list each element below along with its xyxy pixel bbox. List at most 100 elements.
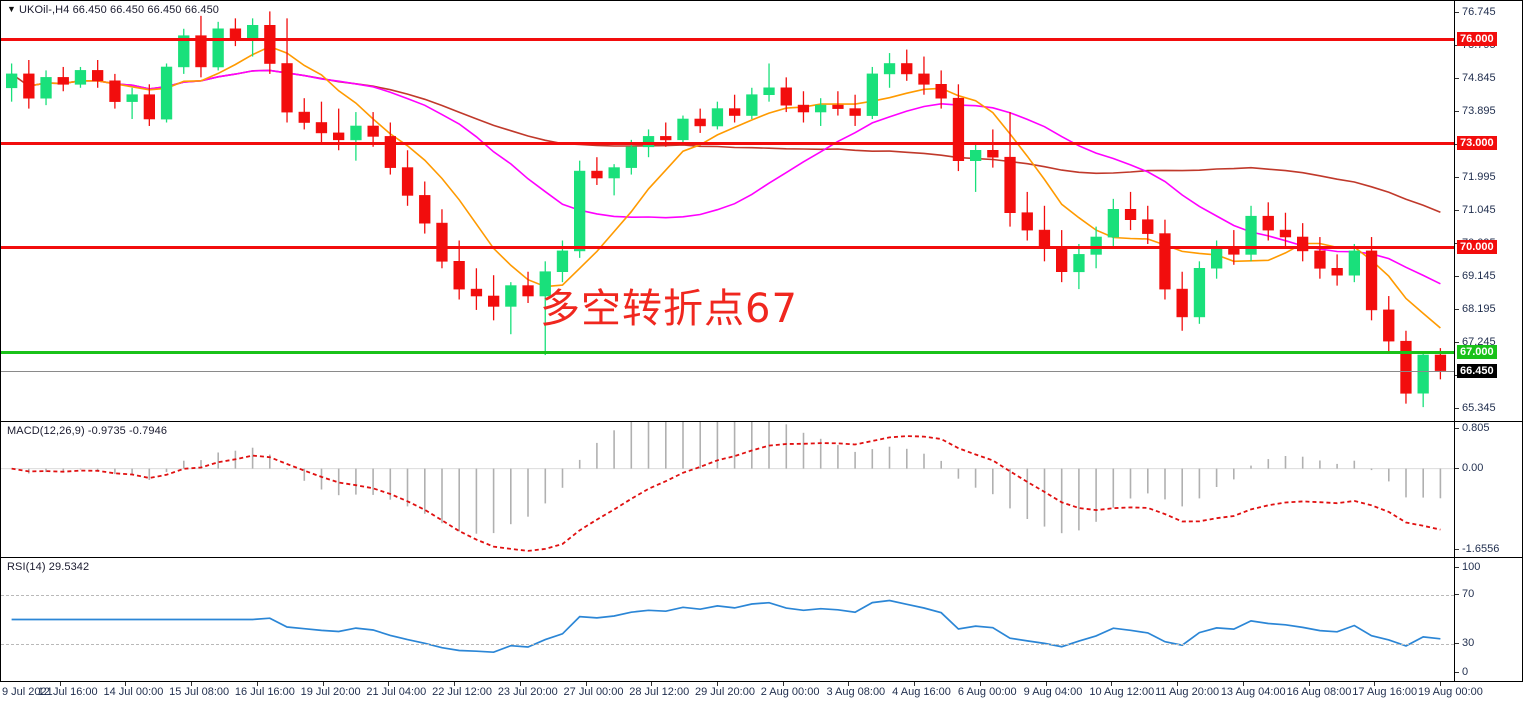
price-panel-label: ▼ UKOil-,H4 66.450 66.450 66.450 66.450 — [5, 4, 222, 16]
tick-mark — [1455, 78, 1459, 80]
time-axis-label: 2 Aug 00:00 — [760, 686, 820, 698]
macd-tick-label: 0.805 — [1462, 422, 1490, 435]
price-tick-label: 65.345 — [1462, 402, 1496, 415]
price-tick-label: 69.145 — [1462, 270, 1496, 283]
price-level-label-76-000[interactable]: 76.000 — [1457, 32, 1497, 47]
time-tick-mark — [322, 682, 324, 686]
time-tick-mark — [59, 682, 61, 686]
time-tick-mark — [914, 682, 916, 686]
price-level-line-67-000[interactable] — [1, 350, 1454, 354]
time-tick-mark — [125, 682, 127, 686]
time-tick-mark — [979, 682, 981, 686]
time-axis-label: 9 Aug 04:00 — [1023, 686, 1083, 698]
macd-panel-label: MACD(12,26,9) -0.9735 -0.7946 — [5, 425, 170, 437]
time-axis-label: 17 Aug 16:00 — [1352, 686, 1418, 698]
time-axis-label: 19 Aug 00:00 — [1418, 686, 1483, 698]
price-level-label-66-450[interactable]: 66.450 — [1457, 363, 1497, 378]
price-level-label-73-000[interactable]: 73.000 — [1457, 136, 1497, 151]
time-axis[interactable]: 9 Jul 2021 12 Jul 16:00 14 Jul 00:00 15 Jul… — [0, 681, 1523, 706]
rsi-tick-label: 30 — [1462, 637, 1475, 650]
rsi-tick-label: 100 — [1462, 561, 1481, 573]
tick-mark — [1455, 408, 1459, 410]
price-level-line-66-450[interactable] — [1, 370, 1454, 372]
price-y-axis[interactable]: 76.74575.79574.84573.89572.94571.99571.0… — [1454, 1, 1522, 421]
price-level-line-76-000[interactable] — [1, 38, 1454, 42]
time-tick-mark — [1440, 682, 1441, 686]
time-tick-mark — [782, 682, 784, 686]
macd-tick-label: 0.00 — [1462, 461, 1484, 474]
time-tick-mark — [1045, 682, 1047, 686]
price-level-line-73-000[interactable] — [1, 142, 1454, 146]
tick-mark — [1455, 342, 1459, 344]
time-axis-label: 11 Aug 20:00 — [1155, 686, 1220, 698]
price-tick-label: 76.745 — [1462, 6, 1496, 19]
price-level-label-70-000[interactable]: 70.000 — [1457, 240, 1497, 255]
time-axis-label: 16 Jul 16:00 — [234, 686, 295, 698]
macd-panel[interactable]: MACD(12,26,9) -0.9735 -0.7946 0.805 0.00 -… — [0, 421, 1523, 558]
time-tick-mark — [388, 682, 390, 686]
collapse-caret-icon[interactable]: ▼ — [7, 4, 17, 14]
time-axis-label: 14 Jul 00:00 — [103, 686, 164, 698]
price-tick-label: 71.995 — [1462, 171, 1496, 184]
time-tick-mark — [454, 682, 456, 686]
tick-mark — [1455, 672, 1459, 673]
time-axis-label: 23 Jul 20:00 — [497, 686, 558, 698]
rsi-panel-label: RSI(14) 29.5342 — [5, 561, 92, 573]
time-axis-label: 15 Jul 08:00 — [169, 686, 230, 698]
time-axis-label: 21 Jul 04:00 — [366, 686, 427, 698]
tick-mark — [1455, 643, 1459, 645]
time-tick-mark — [1374, 682, 1376, 686]
rsi-guide-70 — [1, 594, 1454, 596]
tick-mark — [1455, 593, 1459, 595]
rsi-tick-label: 0 — [1462, 666, 1469, 678]
chart-annotation-text: 多空转折点67 — [540, 286, 798, 332]
price-level-line-70-000[interactable] — [1, 246, 1454, 250]
time-tick-mark — [191, 682, 193, 686]
tick-mark — [1455, 548, 1459, 550]
rsi-series-svg — [11, 599, 1441, 654]
price-panel-label-text: UKOil-,H4 66.450 66.450 66.450 66.450 — [19, 4, 220, 16]
rsi-plot-area[interactable] — [1, 558, 1454, 681]
time-axis-label: 16 Aug 08:00 — [1286, 686, 1352, 698]
rsi-y-axis[interactable]: 100 70 30 0 — [1454, 558, 1522, 681]
time-tick-mark — [848, 682, 850, 686]
time-tick-mark — [585, 682, 587, 686]
price-tick-label: 73.895 — [1462, 105, 1496, 118]
time-axis-label: 28 Jul 12:00 — [629, 686, 690, 698]
time-tick-mark — [1242, 682, 1244, 686]
time-axis-label: 10 Aug 12:00 — [1089, 686, 1155, 698]
tick-mark — [1455, 567, 1459, 568]
rsi-guide-30 — [1, 644, 1454, 646]
tick-mark — [1455, 111, 1459, 113]
tick-mark — [1455, 210, 1459, 212]
macd-y-axis[interactable]: 0.805 0.00 -1.6556 — [1454, 422, 1522, 557]
time-axis-label: 13 Aug 04:00 — [1220, 686, 1286, 698]
price-candles-svg — [6, 11, 1447, 408]
price-level-label-67-000[interactable]: 67.000 — [1457, 344, 1497, 359]
macd-plot-area[interactable] — [1, 422, 1454, 557]
price-tick-label: 71.045 — [1462, 204, 1496, 217]
tick-mark — [1455, 276, 1459, 278]
time-axis-label: 9 Jul 2021 — [2, 686, 53, 698]
time-axis-label: 19 Jul 20:00 — [300, 686, 361, 698]
time-axis-label: 4 Aug 16:00 — [892, 686, 951, 698]
time-axis-label: 12 Jul 16:00 — [37, 686, 98, 698]
time-axis-label: 3 Aug 08:00 — [826, 686, 886, 698]
price-plot-area[interactable] — [1, 1, 1454, 421]
price-chart-panel[interactable]: ▼ UKOil-,H4 66.450 66.450 66.450 66.450 7… — [0, 0, 1523, 422]
time-tick-mark — [651, 682, 653, 686]
time-tick-mark — [256, 682, 258, 686]
macd-tick-label: -1.6556 — [1462, 542, 1500, 555]
tick-mark — [1455, 309, 1459, 311]
time-axis-label: 22 Jul 12:00 — [432, 686, 493, 698]
time-tick-mark — [1111, 682, 1113, 686]
tick-mark — [1455, 12, 1459, 14]
time-tick-mark — [519, 682, 521, 686]
tick-mark — [1455, 467, 1459, 469]
time-axis-label: 29 Jul 20:00 — [695, 686, 755, 698]
rsi-panel[interactable]: RSI(14) 29.5342 100 70 30 0 — [0, 557, 1523, 682]
time-axis-label: 27 Jul 00:00 — [563, 686, 624, 698]
rsi-tick-label: 70 — [1462, 587, 1475, 600]
time-tick-mark — [1308, 682, 1310, 686]
